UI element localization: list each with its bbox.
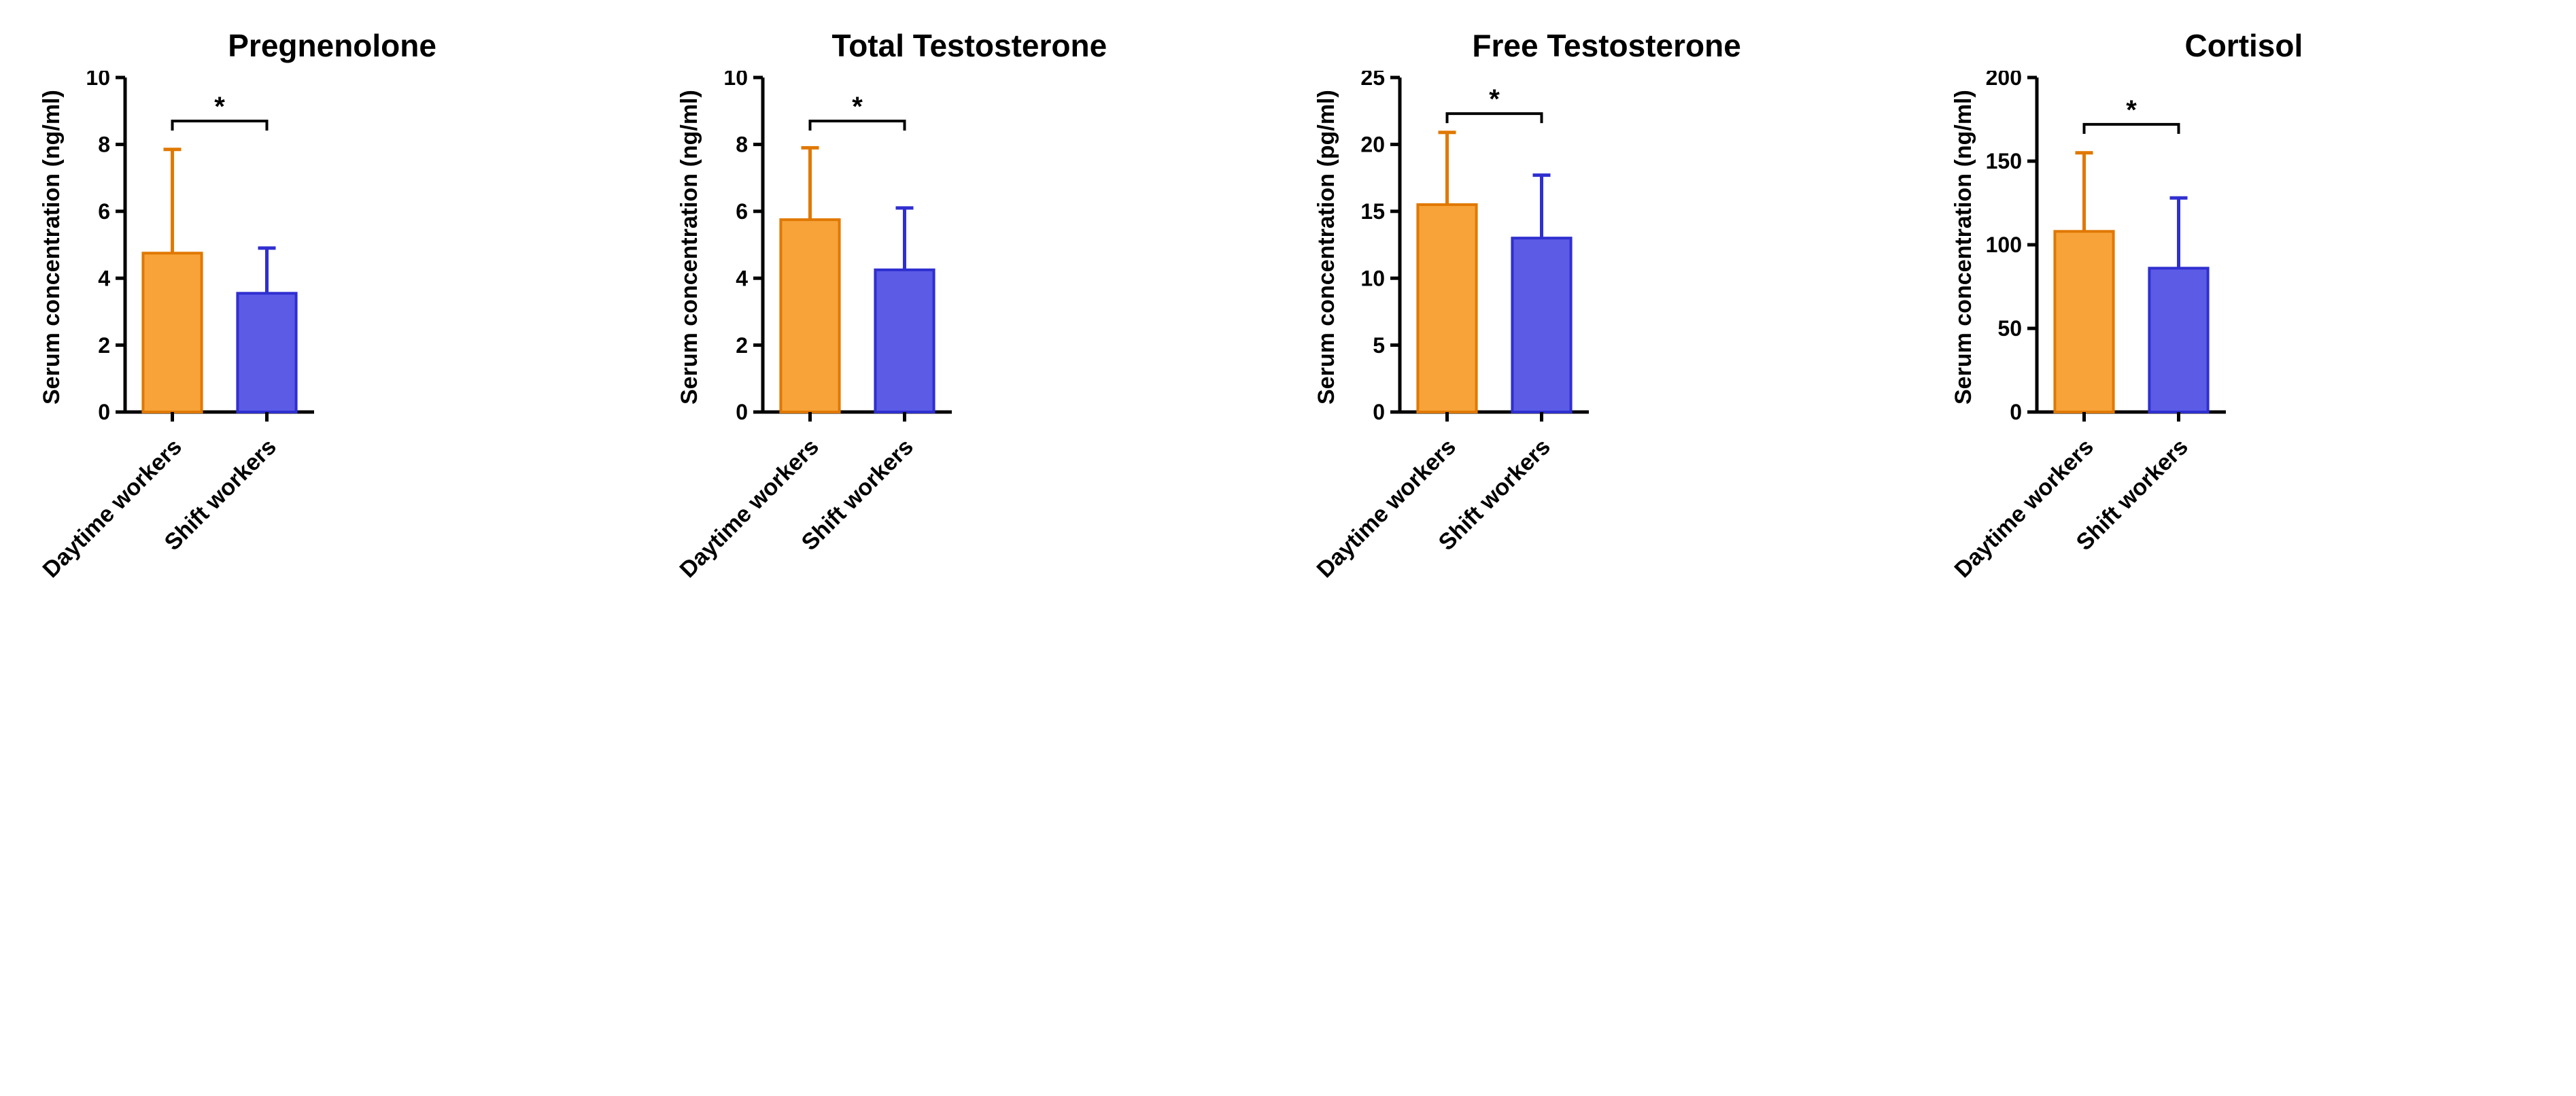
chart-panel: Cortisol Serum concentration (ng/ml) 0 50 10… [1951,27,2537,581]
significance-star: * [215,92,226,122]
y-axis-label: Serum concentration (ng/ml) [39,71,65,424]
y-tick-label: 4 [99,266,111,290]
bar-shift [875,270,933,412]
y-axis-label: Serum concentration (ng/ml) [676,71,703,424]
panel-title: Total Testosterone [676,27,1263,64]
bar-shift [2150,268,2208,412]
y-tick-label: 0 [736,400,748,424]
chart-svg: 0 2 4 6 8 10 * [707,71,952,424]
chart-svg: 0 5 10 15 20 25 * [1344,71,1589,424]
chart-panel: PregnenoloneSerum concentration (ng/ml)0… [39,27,625,581]
x-tick-label: Daytime workers [1312,434,1462,583]
y-tick-label: 0 [2010,400,2022,424]
y-tick-label: 15 [1360,199,1385,224]
y-tick-label: 20 [1360,133,1385,157]
significance-bracket [1447,114,1541,123]
y-tick-label: 150 [1986,149,2022,173]
bar-daytime [1418,205,1476,412]
x-labels: Daytime workersShift workers [707,424,1263,581]
y-tick-label: 6 [99,199,111,224]
x-labels: Daytime workersShift workers [69,424,625,581]
y-axis-label: Serum concentration (pg/ml) [1313,71,1340,424]
y-tick-label: 8 [99,133,111,157]
chart-panel: Free Testosterone Serum concentration (pg… [1313,27,1900,581]
significance-star: * [2126,95,2137,125]
y-tick-label: 50 [1998,316,2023,341]
y-tick-label: 25 [1360,71,1385,90]
chart-svg: 0 50 100 150 200 * [1981,71,2226,424]
y-tick-label: 2 [736,333,748,358]
y-tick-label: 10 [723,71,748,90]
panel-title: Pregnenolone [39,27,625,64]
bar-shift [1512,238,1570,412]
y-tick-label: 4 [736,266,748,290]
y-tick-label: 0 [1373,400,1385,424]
x-labels: Daytime workersShift workers [1981,424,2537,581]
y-tick-label: 0 [99,400,111,424]
significance-bracket [2084,124,2179,134]
plot-area: 0 2 4 6 8 10 * Daytime workersShift workers [69,71,625,581]
significance-star: * [1489,84,1500,114]
bar-daytime [2055,231,2114,412]
bar-daytime [143,253,202,412]
y-tick-label: 10 [86,71,111,90]
y-tick-label: 2 [99,333,111,358]
plot-area: 0 50 100 150 200 * Daytime workersShift worker… [1981,71,2537,581]
panel-title: Cortisol [1951,27,2537,64]
x-labels: Daytime workersShift workers [1344,424,1900,581]
y-tick-label: 100 [1986,233,2022,257]
panel-title: Free Testosterone [1313,27,1900,64]
x-tick-label: Daytime workers [38,434,188,583]
significance-bracket [810,121,904,131]
y-tick-label: 5 [1373,333,1385,358]
y-tick-label: 6 [736,199,748,224]
significance-star: * [852,92,863,122]
x-tick-label: Daytime workers [1949,434,2099,583]
y-axis-label: Serum concentration (ng/ml) [1951,71,1977,424]
plot-area: 0 5 10 15 20 25 * Daytime workersShift workers [1344,71,1900,581]
y-tick-label: 10 [1360,266,1385,290]
y-tick-label: 200 [1986,71,2022,90]
significance-bracket [173,121,267,131]
chart-panel: Total Testosterone Serum concentration (n… [676,27,1263,581]
chart-svg: 0 2 4 6 8 10 * [69,71,314,424]
y-tick-label: 8 [736,133,748,157]
plot-area: 0 2 4 6 8 10 * Daytime workersShift workers [707,71,1263,581]
bar-daytime [780,220,839,412]
bar-shift [238,293,296,412]
x-tick-label: Daytime workers [675,434,825,583]
